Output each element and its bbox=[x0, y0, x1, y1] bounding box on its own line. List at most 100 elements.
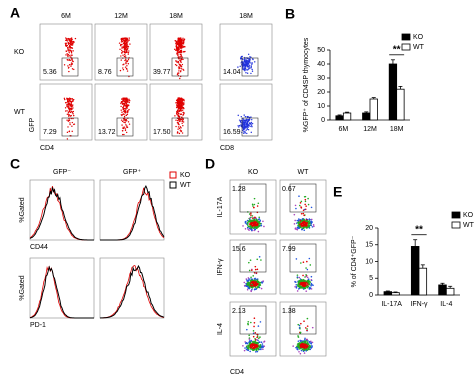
event-dot bbox=[301, 346, 304, 349]
y-tick-label: 30 bbox=[317, 75, 325, 82]
event-dot bbox=[245, 61, 247, 63]
event-dot bbox=[308, 219, 311, 222]
event-dot bbox=[310, 221, 313, 224]
event-dot bbox=[248, 64, 251, 66]
event-dot bbox=[310, 340, 312, 343]
event-dot bbox=[242, 345, 244, 347]
event-dot bbox=[250, 212, 252, 215]
event-dot bbox=[257, 285, 259, 288]
event-dot bbox=[249, 259, 252, 261]
event-dot bbox=[122, 67, 124, 69]
event-dot bbox=[258, 218, 261, 220]
event-dot bbox=[250, 67, 252, 69]
event-dot bbox=[66, 53, 68, 55]
event-dot bbox=[176, 48, 178, 50]
event-dot bbox=[249, 221, 252, 223]
event-dot bbox=[183, 100, 185, 102]
event-dot bbox=[246, 342, 249, 345]
event-dot bbox=[177, 46, 179, 48]
event-dot bbox=[251, 215, 254, 217]
event-dot bbox=[70, 64, 72, 66]
event-dot bbox=[248, 287, 251, 290]
event-dot bbox=[180, 66, 183, 68]
event-dot bbox=[124, 55, 127, 57]
event-dot bbox=[124, 128, 127, 130]
panel-label: A bbox=[10, 5, 20, 21]
event-dot bbox=[247, 129, 250, 131]
column-header: 12M bbox=[114, 13, 128, 20]
event-dot bbox=[67, 48, 69, 50]
legend-label: WT bbox=[413, 44, 425, 51]
bar bbox=[369, 98, 378, 121]
event-dot bbox=[245, 129, 247, 131]
event-dot bbox=[249, 62, 251, 64]
event-dot bbox=[256, 258, 259, 261]
event-dot bbox=[251, 119, 253, 121]
event-dot bbox=[295, 258, 298, 260]
legend-swatch bbox=[451, 211, 461, 219]
event-dot bbox=[179, 45, 181, 47]
event-dot bbox=[124, 122, 126, 124]
event-dot bbox=[308, 340, 311, 343]
event-dot bbox=[300, 206, 302, 208]
event-dot bbox=[71, 68, 74, 70]
event-dot bbox=[300, 346, 302, 348]
event-dot bbox=[68, 64, 71, 66]
event-dot bbox=[67, 98, 69, 100]
event-dot bbox=[66, 39, 68, 42]
column-header: GFP⁺ bbox=[123, 169, 141, 176]
event-dot bbox=[248, 213, 251, 215]
event-dot bbox=[257, 230, 260, 233]
event-dot bbox=[71, 98, 73, 100]
event-dot bbox=[123, 110, 125, 112]
event-dot bbox=[66, 59, 69, 61]
event-dot bbox=[178, 127, 181, 130]
event-dot bbox=[183, 39, 185, 41]
event-dot bbox=[125, 131, 128, 134]
event-dot bbox=[297, 219, 300, 222]
event-dot bbox=[302, 285, 304, 288]
gate bbox=[171, 117, 189, 137]
event-dot bbox=[309, 222, 311, 224]
event-dot bbox=[70, 105, 72, 107]
legend-label: KO bbox=[413, 34, 424, 41]
event-dot bbox=[250, 281, 253, 284]
event-dot bbox=[255, 349, 258, 352]
event-dot bbox=[72, 100, 74, 103]
event-dot bbox=[299, 278, 302, 280]
event-dot bbox=[240, 62, 242, 64]
event-dot bbox=[250, 121, 253, 124]
event-dot bbox=[252, 275, 255, 277]
event-dot bbox=[310, 285, 312, 287]
event-dot bbox=[242, 225, 244, 227]
event-dot bbox=[242, 120, 244, 122]
event-dot bbox=[67, 55, 69, 58]
y-axis-label: %Gated bbox=[19, 197, 26, 222]
event-dot bbox=[298, 344, 300, 347]
event-dot bbox=[125, 61, 127, 64]
event-dot bbox=[298, 324, 301, 327]
y-tick-label: 40 bbox=[317, 61, 325, 68]
gate bbox=[61, 57, 79, 77]
event-dot bbox=[125, 67, 128, 70]
event-dot bbox=[305, 267, 307, 269]
event-dot bbox=[298, 350, 300, 353]
flow-plot bbox=[39, 83, 93, 141]
event-dot bbox=[175, 41, 177, 44]
event-dot bbox=[297, 343, 300, 345]
event-dot bbox=[243, 284, 246, 287]
event-dot bbox=[258, 255, 261, 258]
event-dot bbox=[250, 290, 253, 293]
event-dot bbox=[123, 98, 125, 100]
event-dot bbox=[296, 290, 299, 292]
gate-percent: 8.76 bbox=[98, 69, 112, 76]
event-dot bbox=[246, 288, 249, 291]
event-dot bbox=[304, 280, 307, 283]
event-dot bbox=[244, 67, 247, 70]
event-dot bbox=[246, 119, 248, 121]
event-dot bbox=[246, 132, 248, 135]
x-axis-label: CD44 bbox=[30, 244, 48, 251]
event-dot bbox=[123, 37, 125, 39]
event-dot bbox=[122, 126, 124, 129]
event-dot bbox=[125, 114, 127, 117]
